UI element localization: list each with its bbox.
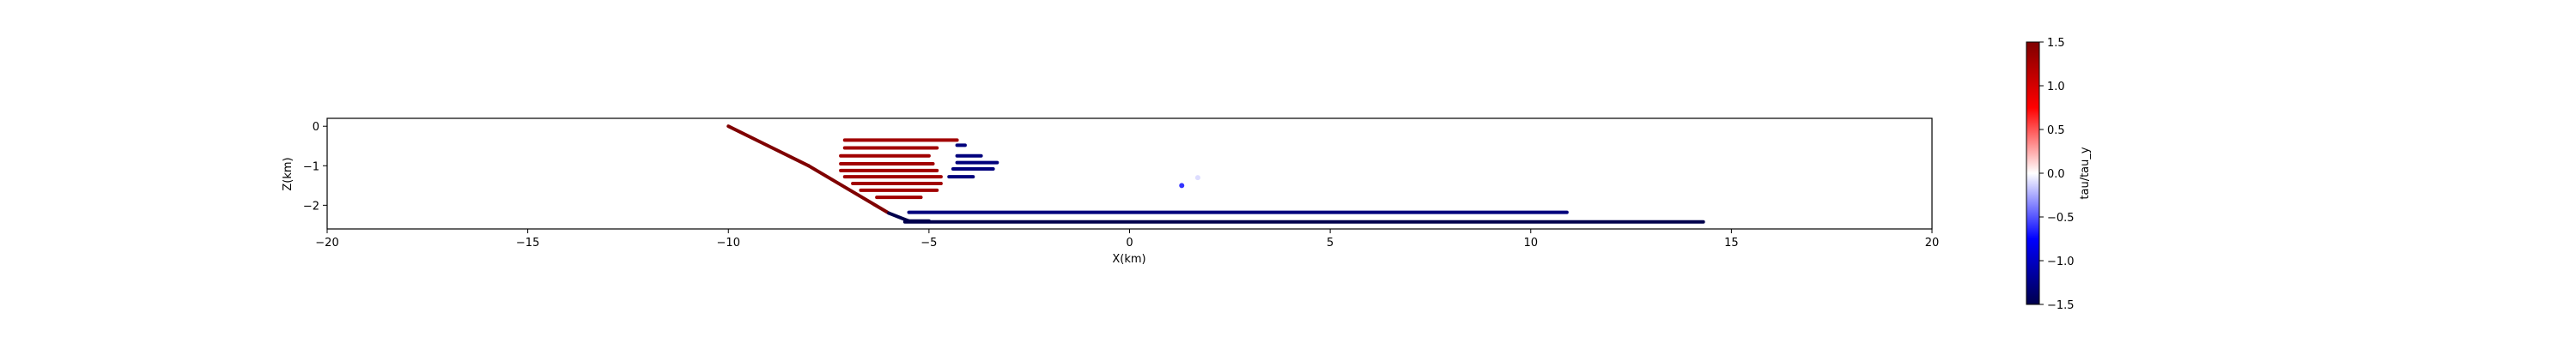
- colorbar-ticks: 1.5 1.0 0.5 0.0 −0.5 −1.0 −1.5: [2039, 37, 2075, 312]
- y-tick-label: −1: [303, 160, 319, 173]
- data-marks: [726, 124, 1705, 224]
- colorbar-tick-label: 0.0: [2047, 168, 2065, 181]
- y-axis-ticks: 0 −1 −2: [303, 121, 327, 213]
- fault-curve-segment: [806, 164, 891, 215]
- colorbar-tick-label: −1.5: [2047, 299, 2075, 312]
- colorbar-tick-label: 0.5: [2047, 124, 2065, 137]
- x-tick-label: −15: [516, 237, 539, 250]
- x-tick-label: −10: [717, 237, 740, 250]
- colorbar-tick-label: 1.5: [2047, 37, 2065, 50]
- x-axis-ticks: −20 −15 −10 −5 0 5 10 15 20: [315, 229, 1939, 250]
- x-axis-label: X(km): [1112, 253, 1145, 266]
- fault-curve-segment: [726, 124, 811, 168]
- colorbar-label: tau/tau_y: [2079, 147, 2092, 199]
- colorbar-tick-label: −0.5: [2047, 212, 2075, 225]
- colorbar-tick-label: 1.0: [2047, 81, 2065, 93]
- colorbar-tick-label: −1.0: [2047, 256, 2075, 268]
- x-tick-label: 20: [1925, 237, 1940, 250]
- x-tick-label: 5: [1327, 237, 1334, 250]
- y-tick-label: −2: [303, 200, 319, 213]
- x-tick-label: −20: [315, 237, 338, 250]
- y-tick-label: 0: [313, 121, 319, 134]
- data-point: [1179, 183, 1185, 189]
- x-tick-label: 0: [1126, 237, 1133, 250]
- colorbar: 1.5 1.0 0.5 0.0 −0.5 −1.0 −1.5 tau/tau_y: [2026, 37, 2092, 312]
- x-tick-label: 10: [1523, 237, 1538, 250]
- x-tick-label: 15: [1724, 237, 1739, 250]
- data-point: [1194, 175, 1200, 181]
- fault-curve-segment: [887, 211, 911, 223]
- y-axis-label: Z(km): [282, 157, 295, 190]
- plot-area: −20 −15 −10 −5 0 5 10 15 20 0 −1 −2 X(km) Z(km): [282, 117, 1939, 266]
- x-tick-label: −5: [920, 237, 937, 250]
- colorbar-gradient: [2026, 41, 2040, 305]
